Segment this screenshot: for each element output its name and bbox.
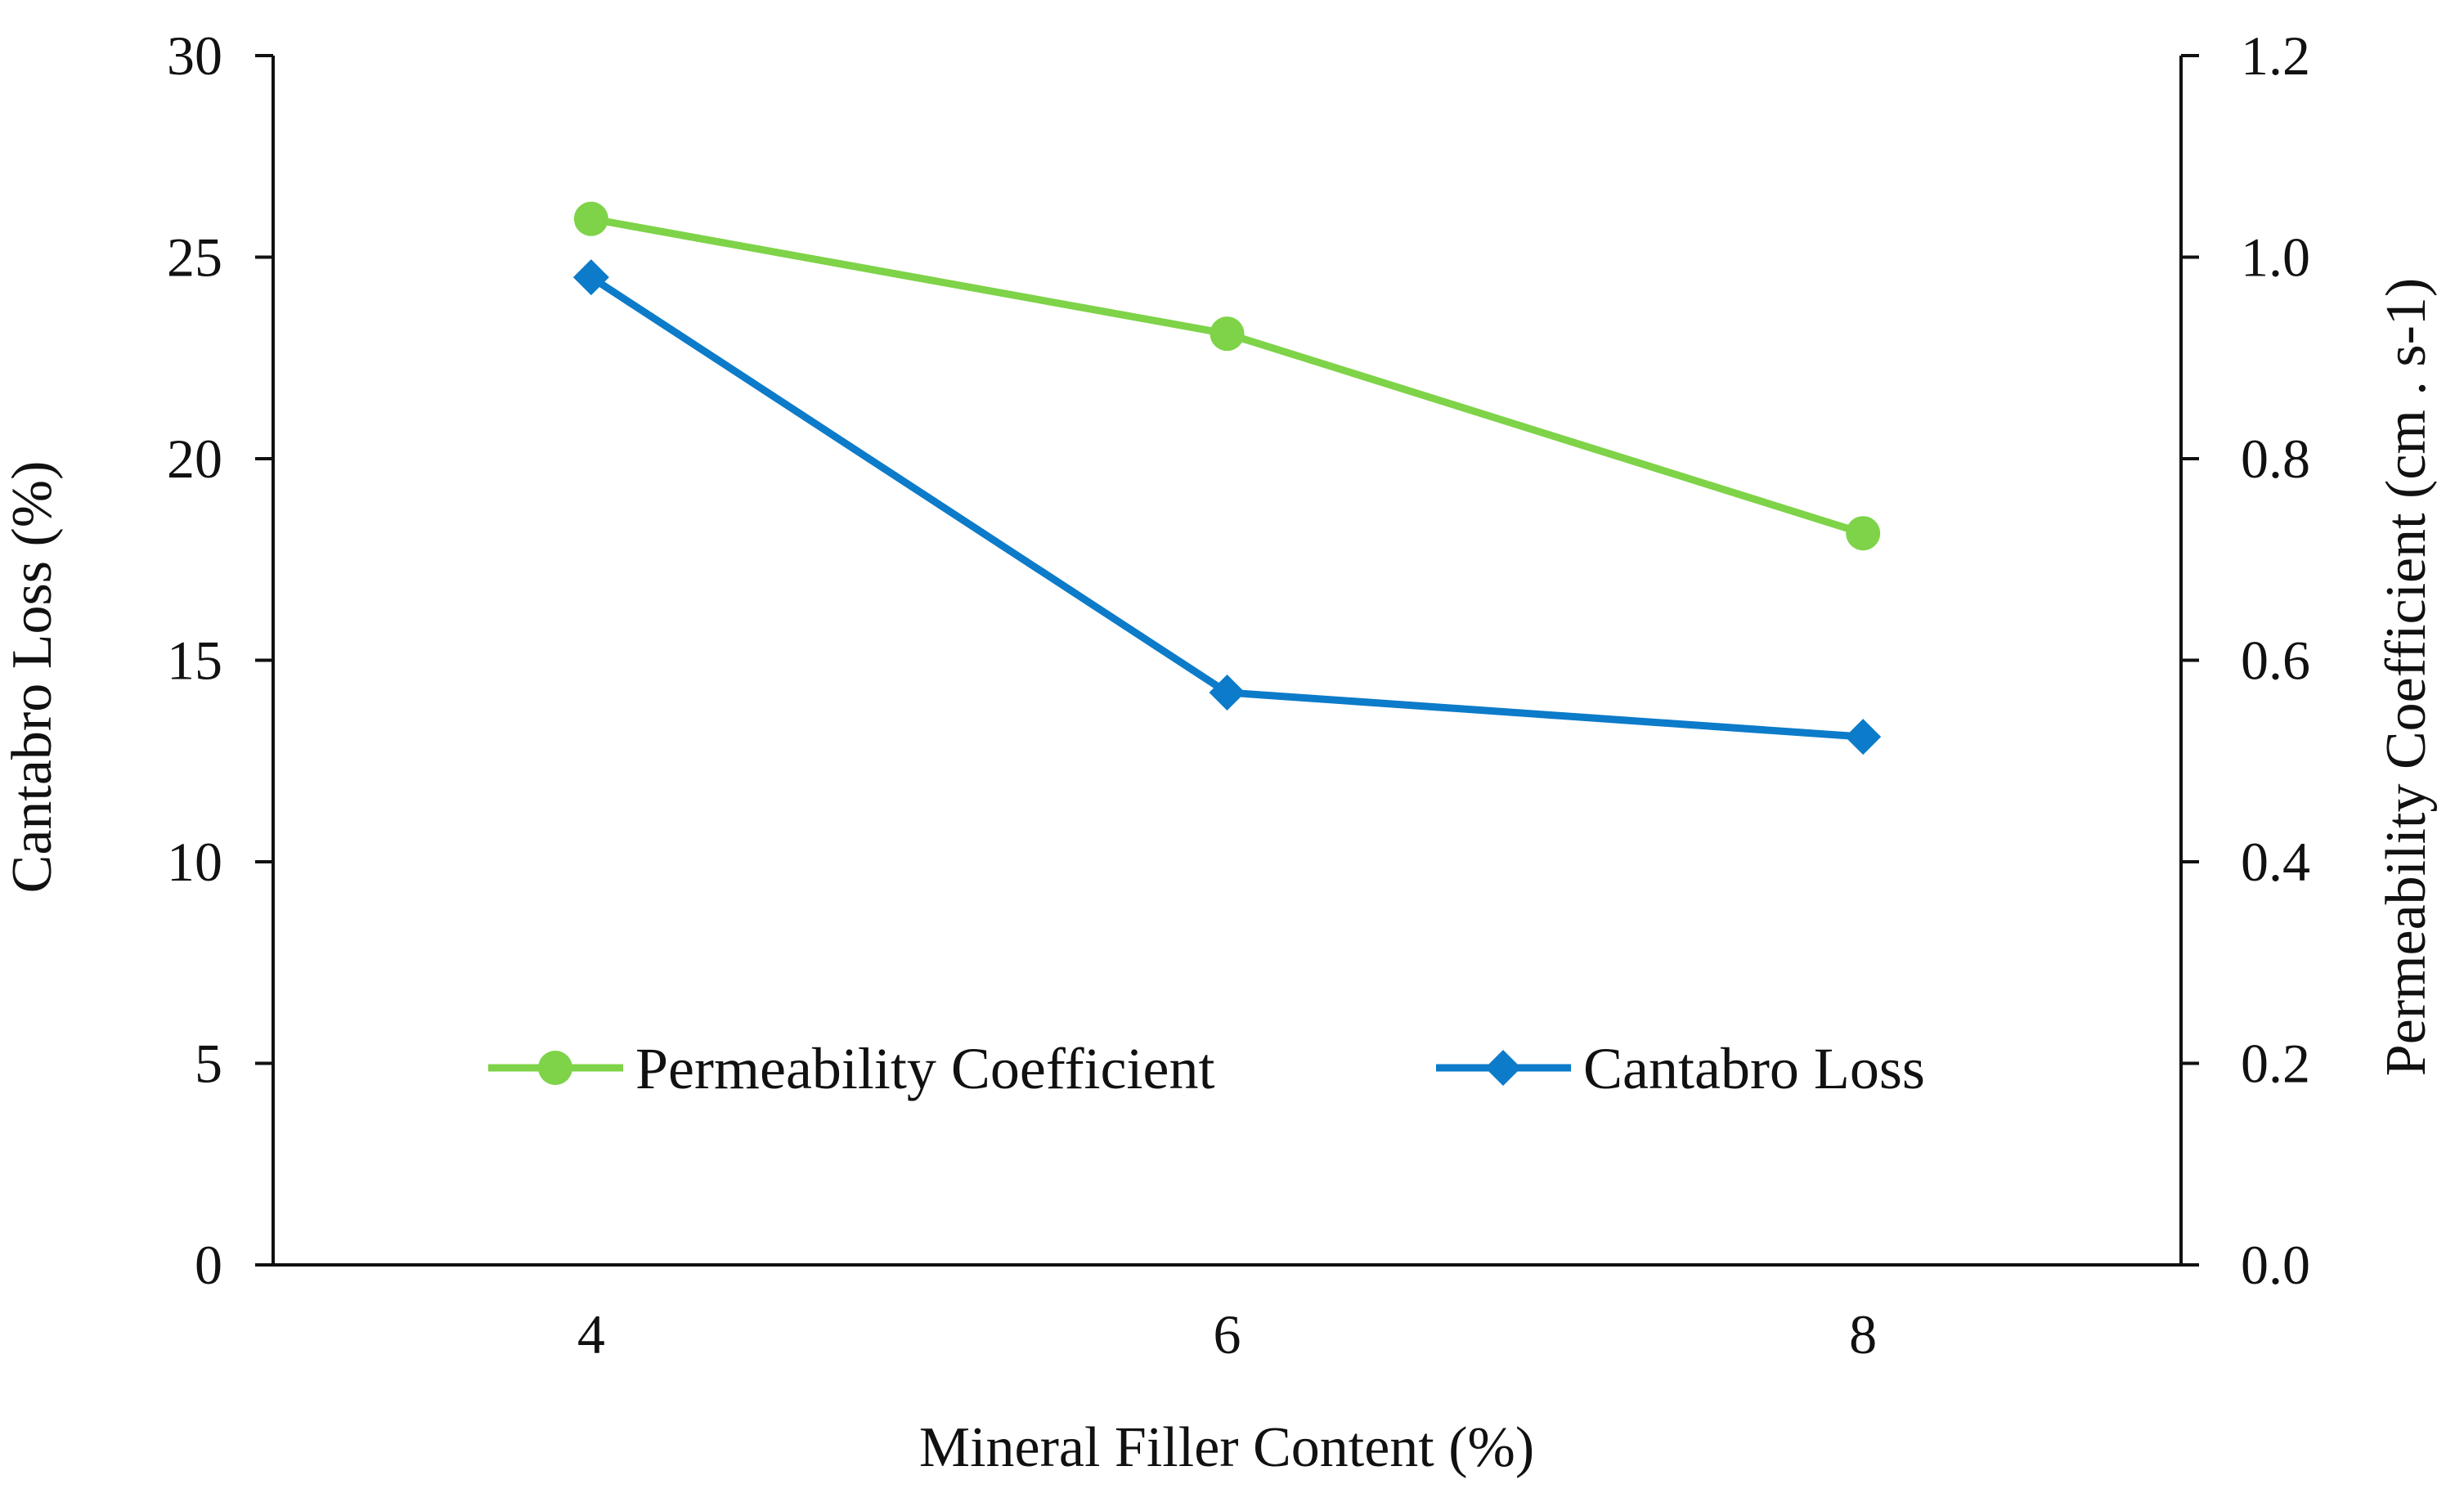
permeability-coefficient-legend-marker [538,1051,572,1085]
left-tick-label: 10 [167,831,222,893]
left-tick-label: 15 [167,630,222,692]
right-tick-label: 0.6 [2241,630,2310,692]
right-tick-label: 0.0 [2241,1234,2310,1296]
permeability-coefficient-point [1846,516,1881,551]
left-tick-label: 0 [195,1234,222,1296]
x-tick-label: 6 [1214,1303,1241,1365]
cantabro-loss-legend-marker [1485,1050,1521,1086]
cantabro-loss-point [1209,674,1245,711]
right-tick-label: 0.2 [2241,1033,2310,1095]
legend: Permeability Coefficient Cantabro Loss [488,1036,1925,1101]
right-tick-label: 1.2 [2241,25,2310,87]
left-tick-label: 30 [167,25,222,87]
series-layer [572,201,1882,755]
permeability-coefficient-point [573,201,608,236]
x-tick-label: 4 [577,1303,605,1365]
permeability-coefficient-point [1210,316,1245,352]
cantabro-loss-legend-label: Cantabro Loss [1583,1036,1925,1101]
cantabro-loss-point [572,259,609,296]
right-axis-title: Permeability Coefficient (cm . s-1) [2375,278,2438,1076]
right-tick-label: 0.8 [2241,428,2310,490]
cantabro-loss-point [1845,719,1882,755]
left-tick-label: 20 [167,428,222,490]
right-tick-label: 1.0 [2241,226,2310,289]
x-axis-title: Mineral Filler Content (%) [919,1416,1534,1479]
left-tick-label: 25 [167,226,222,289]
left-axis-title: Cantabro Loss (%) [1,461,64,894]
right-tick-label: 0.4 [2241,831,2310,893]
permeability-coefficient-line [590,215,1865,537]
x-tick-label: 8 [1849,1303,1877,1365]
ticks: 0 5 10 15 20 25 30 0.0 0.2 0.4 0.6 0.8 1.0 1.2 4 6 8 [167,25,2310,1365]
left-tick-label: 5 [195,1033,222,1095]
permeability-coefficient-legend-label: Permeability Coefficient [635,1036,1214,1101]
